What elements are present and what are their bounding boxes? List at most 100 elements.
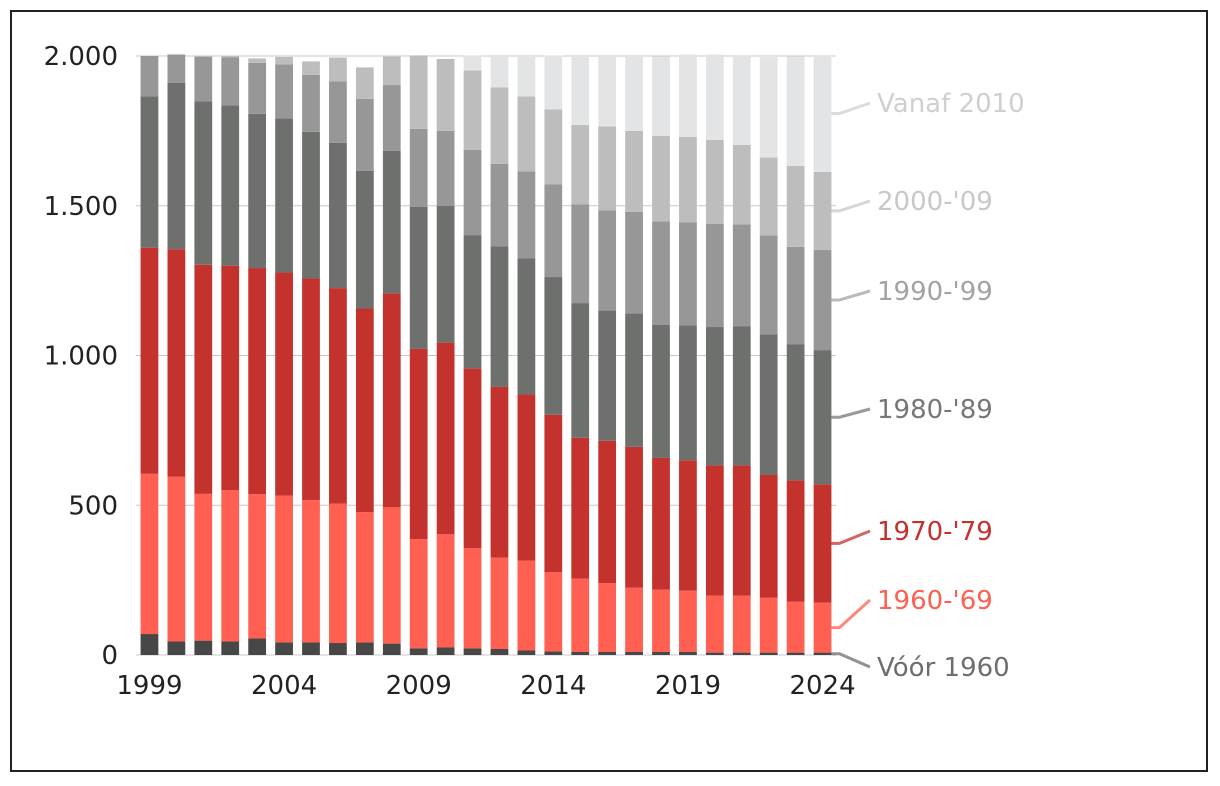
- bar-segment: [652, 324, 670, 458]
- bar-segment: [490, 649, 509, 655]
- bar-segment: [759, 597, 778, 653]
- bar-segment: [813, 249, 832, 351]
- legend-label: 1960-'69: [877, 586, 993, 616]
- bar-segment: [248, 638, 267, 655]
- bar-segment: [544, 277, 563, 415]
- bar-segment: [705, 54, 724, 140]
- bar-segment: [517, 56, 536, 97]
- bar-segment: [679, 460, 697, 591]
- legend-leader-line: [831, 289, 871, 302]
- bar-segment: [625, 652, 643, 655]
- bar-segment: [409, 539, 428, 649]
- bar-segment: [813, 652, 832, 655]
- bar-segment: [786, 480, 805, 602]
- bar-segment: [436, 534, 455, 648]
- legend-leader-line: [831, 407, 871, 419]
- y-tick-label: 0: [101, 641, 118, 671]
- bar-segment: [598, 210, 617, 311]
- bar-segment: [140, 56, 159, 97]
- legend-label: Vanaf 2010: [877, 89, 1025, 119]
- bar-segment: [652, 56, 670, 136]
- bar-segment: [329, 643, 347, 655]
- bar-segment: [732, 326, 751, 466]
- bar-segment: [248, 113, 267, 269]
- y-tick-label: 500: [68, 491, 118, 521]
- bar-segment: [759, 235, 778, 335]
- bar-segment: [167, 476, 186, 642]
- bar-segment: [625, 587, 643, 653]
- bar-segment: [436, 342, 455, 535]
- bar-segment: [167, 249, 186, 477]
- x-tick-label: 2019: [655, 671, 721, 701]
- bar-segment: [759, 334, 778, 476]
- bar-segment: [221, 57, 240, 106]
- bar-segment: [248, 494, 267, 639]
- bar-segment: [329, 142, 347, 289]
- bar-segment: [732, 144, 751, 225]
- legend-label: 1990-'99: [877, 277, 993, 307]
- bar-segment: [679, 136, 697, 223]
- bar-segment: [625, 56, 643, 131]
- bar-segment: [544, 184, 563, 278]
- bar-segment: [544, 651, 563, 655]
- bar-segment: [355, 170, 374, 309]
- bar-segment: [786, 165, 805, 247]
- bar-segment: [302, 74, 320, 132]
- bar-segment: [275, 56, 293, 65]
- bar-segment: [463, 235, 482, 369]
- bar-segment: [329, 81, 347, 143]
- bar-segment: [517, 171, 536, 259]
- bar-segment: [786, 344, 805, 481]
- bar-segment: [194, 264, 213, 494]
- bar-segment: [275, 642, 293, 655]
- bar-segment: [571, 652, 590, 655]
- bar-segment: [302, 131, 320, 279]
- bar-segment: [382, 85, 401, 151]
- bar-segment: [813, 602, 832, 653]
- bar-segment: [652, 652, 670, 655]
- bar-segment: [275, 118, 293, 273]
- bar-segment: [544, 414, 563, 573]
- bar-segment: [679, 590, 697, 653]
- bar-segment: [652, 457, 670, 590]
- bar-segment: [248, 62, 267, 114]
- bar-segment: [679, 325, 697, 461]
- legend: Vóór 1960 1960-'69 1970-'79 1980-'89 1990-'9…: [831, 89, 1025, 683]
- bar-segment: [302, 278, 320, 501]
- bar-segment: [382, 150, 401, 294]
- bar-segment: [167, 54, 186, 83]
- bar-segment: [517, 96, 536, 172]
- bar-segment: [598, 126, 617, 211]
- bar-segment: [490, 56, 509, 88]
- bar-segment: [598, 652, 617, 655]
- bar-segment: [409, 206, 428, 349]
- bar-segment: [813, 55, 832, 172]
- x-tick-label: 2014: [520, 671, 586, 701]
- bar-segment: [705, 652, 724, 655]
- bar-segment: [679, 652, 697, 655]
- bar-segment: [571, 124, 590, 205]
- bar-segment: [221, 490, 240, 642]
- bar-segment: [544, 55, 563, 110]
- bar-segment: [409, 55, 428, 129]
- bar-segment: [571, 56, 590, 125]
- bar-segment: [463, 548, 482, 649]
- bar-segment: [302, 642, 320, 655]
- bar-segment: [275, 272, 293, 496]
- bar-segment: [679, 222, 697, 326]
- bar-segment: [652, 135, 670, 222]
- legend-leader-line: [831, 529, 871, 545]
- bar-segment: [355, 98, 374, 171]
- bar-segment: [248, 268, 267, 495]
- bar-segment: [302, 61, 320, 75]
- bar-segment: [463, 55, 482, 71]
- bar-segment: [759, 652, 778, 655]
- bar-segment: [329, 57, 347, 82]
- bar-segment: [732, 652, 751, 655]
- bar-segment: [194, 56, 213, 102]
- bar-segment: [517, 560, 536, 651]
- bar-segment: [571, 578, 590, 653]
- bar-segment: [463, 149, 482, 236]
- legend-label: Vóór 1960: [877, 653, 1010, 683]
